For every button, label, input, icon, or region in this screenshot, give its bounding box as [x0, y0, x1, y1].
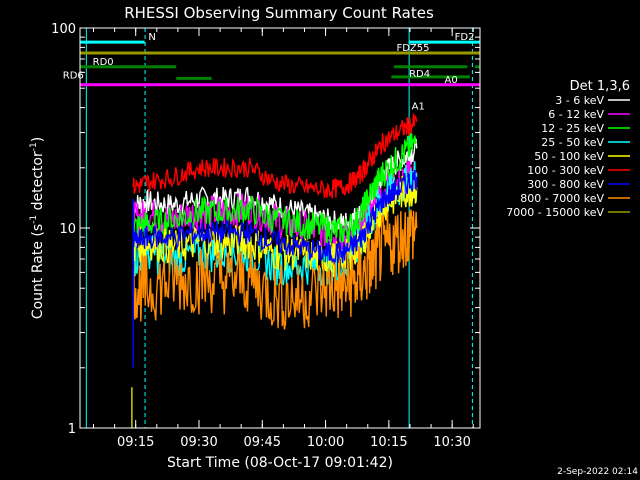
y-axis-ticks: 1 10 100 [51, 22, 480, 437]
flag-label: FDZ55 [396, 43, 429, 54]
legend-entry-label: 800 - 7000 keV [520, 192, 604, 205]
series-line [132, 209, 418, 330]
legend-entry-label: 7000 - 15000 keV [506, 206, 604, 219]
legend-entry-label: 25 - 50 keV [541, 136, 604, 149]
footer-timestamp: 2-Sep-2022 02:14 [557, 467, 638, 477]
flag-label: N [148, 32, 155, 43]
y-tick-label: 100 [51, 22, 76, 37]
x-tick-label: 09:15 [117, 435, 154, 450]
instrument-flags: N FD2 FDZ55 RD0 RD4 RD6 A0 A1 [63, 32, 480, 112]
legend-title: Det 1,3,6 [570, 79, 630, 94]
series-line [132, 175, 418, 278]
x-tick-label: 09:45 [244, 435, 281, 450]
series-line [132, 132, 418, 245]
legend-entry-label: 3 - 6 keV [555, 94, 604, 107]
y-tick-label: 10 [59, 222, 76, 237]
legend-entry-label: 300 - 800 keV [527, 178, 604, 191]
data-series [131, 113, 418, 428]
x-axis-ticks: 09:15 09:30 09:45 10:00 10:15 10:30 [93, 28, 474, 450]
legend-entry-label: 12 - 25 keV [541, 122, 604, 135]
x-tick-label: 09:30 [180, 435, 217, 450]
flag-label: RD0 [93, 57, 114, 68]
flag-label: FD2 [455, 32, 475, 43]
series-line [132, 113, 418, 199]
y-axis-label: Count Rate (s-1 detector-1) [29, 137, 46, 319]
flag-label: RD6 [63, 70, 84, 81]
legend-entry-label: 100 - 300 keV [527, 164, 604, 177]
x-axis-label: Start Time (08-Oct-17 09:01:42) [167, 455, 393, 471]
series-line [133, 169, 418, 265]
x-tick-label: 10:00 [307, 435, 344, 450]
chart-title: RHESSI Observing Summary Count Rates [124, 4, 434, 22]
flag-label: A1 [412, 101, 425, 112]
legend-entry-label: 6 - 12 keV [548, 108, 604, 121]
y-tick-label: 1 [68, 422, 76, 437]
x-tick-label: 10:15 [370, 435, 407, 450]
x-tick-label: 10:30 [433, 435, 470, 450]
legend-entry-label: 50 - 100 keV [534, 150, 604, 163]
flag-label: RD4 [409, 69, 430, 80]
flag-label: A0 [445, 75, 458, 86]
